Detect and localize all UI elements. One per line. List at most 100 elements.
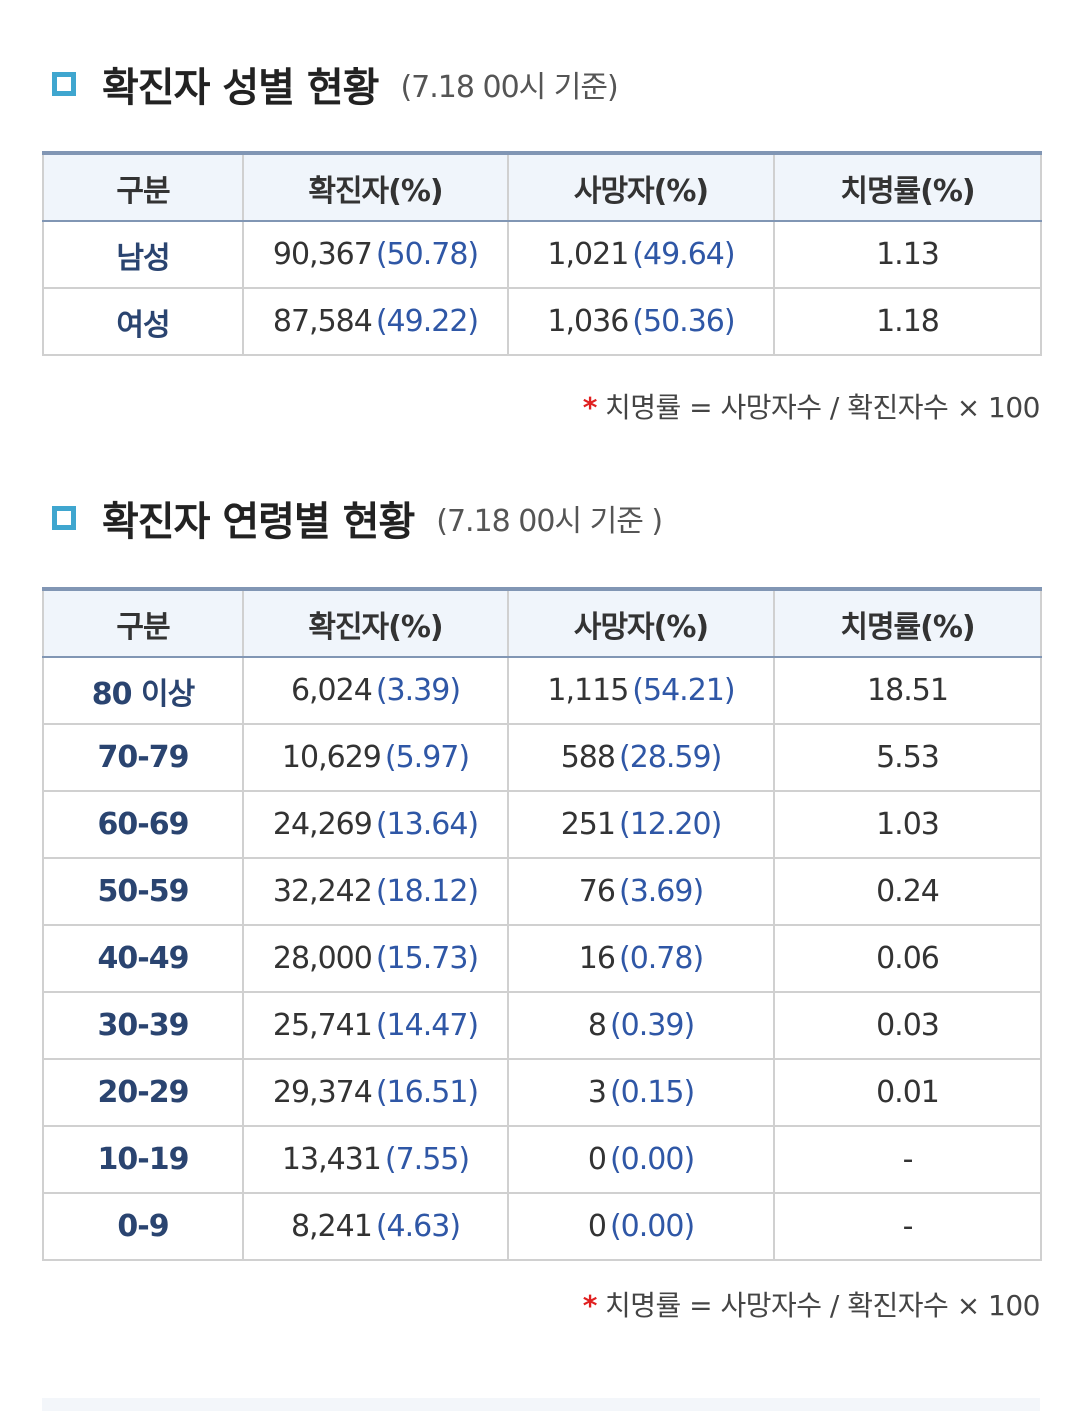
deaths-cell: 76 (3.69) [507, 857, 775, 926]
table-header-row: 구분 확진자(%) 사망자(%) 치명률(%) [42, 152, 1042, 222]
cases-cell: 87,584 (49.22) [242, 287, 509, 356]
table-row: 40-49 28,000 (15.73) 16 (0.78) 0.06 [42, 924, 1042, 993]
cases-cell: 25,741 (14.47) [242, 991, 509, 1060]
deaths-count: 1,021 [547, 237, 629, 272]
table-row: 10-19 13,431 (7.55) 0 (0.00) - [42, 1125, 1042, 1194]
square-bullet-icon [52, 506, 76, 530]
deaths-count: 0 [587, 1142, 607, 1177]
fatality-rate: 1.18 [773, 287, 1042, 356]
row-category: 남성 [42, 220, 244, 289]
row-category: 30-39 [42, 991, 244, 1060]
row-category: 20-29 [42, 1058, 244, 1127]
deaths-cell: 251 (12.20) [507, 790, 775, 859]
cases-cell: 6,024 (3.39) [242, 656, 509, 725]
cases-count: 90,367 [272, 237, 373, 272]
deaths-cell: 1,036 (50.36) [507, 287, 775, 356]
header-cases: 확진자(%) [242, 152, 509, 222]
deaths-cell: 1,115 (54.21) [507, 656, 775, 725]
deaths-count: 8 [587, 1008, 607, 1043]
header-cases: 확진자(%) [242, 588, 509, 658]
row-category: 80 이상 [42, 656, 244, 725]
fatality-rate: 0.24 [773, 857, 1042, 926]
row-category: 40-49 [42, 924, 244, 993]
cases-cell: 8,241 (4.63) [242, 1192, 509, 1261]
footnote-text: 치명률 = 사망자수 / 확진자수 × 100 [604, 1289, 1041, 1322]
deaths-count: 588 [560, 740, 616, 775]
header-fatality-rate: 치명률(%) [773, 152, 1042, 222]
age-table: 구분 확진자(%) 사망자(%) 치명률(%) 80 이상 6,024 (3.39)… [42, 587, 1042, 1261]
gender-title: 확진자 성별 현황 [102, 65, 379, 111]
cases-count: 13,431 [281, 1142, 382, 1177]
cases-percent: (16.51) [375, 1075, 479, 1110]
deaths-percent: (3.69) [618, 874, 704, 909]
cases-count: 87,584 [272, 304, 373, 339]
cases-count: 32,242 [272, 874, 373, 909]
cases-cell: 10,629 (5.97) [242, 723, 509, 792]
cases-percent: (13.64) [375, 807, 479, 842]
deaths-percent: (49.64) [632, 237, 735, 272]
next-section-edge [42, 1398, 1040, 1411]
cases-cell: 28,000 (15.73) [242, 924, 509, 993]
row-category: 여성 [42, 287, 244, 356]
cases-percent: (50.78) [375, 237, 479, 272]
table-row: 80 이상 6,024 (3.39) 1,115 (54.21) 18.51 [42, 656, 1042, 725]
age-section-title: 확진자 연령별 현황 (7.18 00시 기준 ) [52, 488, 663, 548]
cases-count: 29,374 [272, 1075, 373, 1110]
cases-cell: 13,431 (7.55) [242, 1125, 509, 1194]
cases-cell: 32,242 (18.12) [242, 857, 509, 926]
header-category: 구분 [42, 588, 244, 658]
deaths-count: 1,115 [547, 673, 629, 708]
deaths-count: 76 [578, 874, 616, 909]
deaths-cell: 588 (28.59) [507, 723, 775, 792]
cases-cell: 24,269 (13.64) [242, 790, 509, 859]
fatality-rate: - [773, 1125, 1042, 1194]
table-row: 20-29 29,374 (16.51) 3 (0.15) 0.01 [42, 1058, 1042, 1127]
fatality-rate: 0.06 [773, 924, 1042, 993]
deaths-count: 0 [587, 1209, 607, 1244]
cases-count: 8,241 [290, 1209, 373, 1244]
header-deaths: 사망자(%) [507, 588, 775, 658]
age-date: (7.18 00시 기준 ) [436, 504, 663, 539]
row-category: 60-69 [42, 790, 244, 859]
deaths-percent: (12.20) [618, 807, 722, 842]
gender-section-title: 확진자 성별 현황 (7.18 00시 기준) [52, 54, 619, 114]
header-deaths: 사망자(%) [507, 152, 775, 222]
row-category: 70-79 [42, 723, 244, 792]
table-row: 0-9 8,241 (4.63) 0 (0.00) - [42, 1192, 1042, 1261]
fatality-rate: 0.03 [773, 991, 1042, 1060]
gender-date: (7.18 00시 기준) [400, 70, 618, 105]
table-row: 50-59 32,242 (18.12) 76 (3.69) 0.24 [42, 857, 1042, 926]
header-category: 구분 [42, 152, 244, 222]
table-row: 30-39 25,741 (14.47) 8 (0.39) 0.03 [42, 991, 1042, 1060]
deaths-percent: (0.39) [609, 1008, 695, 1043]
fatality-rate: 1.03 [773, 790, 1042, 859]
cases-count: 10,629 [281, 740, 382, 775]
row-category: 0-9 [42, 1192, 244, 1261]
deaths-cell: 0 (0.00) [507, 1125, 775, 1194]
cases-percent: (49.22) [375, 304, 479, 339]
deaths-percent: (0.15) [609, 1075, 695, 1110]
fatality-rate: 1.13 [773, 220, 1042, 289]
deaths-count: 1,036 [547, 304, 629, 339]
table-row: 70-79 10,629 (5.97) 588 (28.59) 5.53 [42, 723, 1042, 792]
deaths-cell: 1,021 (49.64) [507, 220, 775, 289]
footnote-text: 치명률 = 사망자수 / 확진자수 × 100 [604, 391, 1041, 424]
deaths-percent: (54.21) [632, 673, 735, 708]
cases-count: 6,024 [290, 673, 373, 708]
gender-table: 구분 확진자(%) 사망자(%) 치명률(%) 남성 90,367 (50.78)… [42, 151, 1042, 356]
cases-percent: (4.63) [375, 1209, 461, 1244]
gender-footnote: * 치명률 = 사망자수 / 확진자수 × 100 [583, 386, 1041, 426]
table-row: 60-69 24,269 (13.64) 251 (12.20) 1.03 [42, 790, 1042, 859]
footnote-star: * [582, 1289, 598, 1322]
cases-percent: (18.12) [375, 874, 479, 909]
deaths-cell: 16 (0.78) [507, 924, 775, 993]
table-row: 남성 90,367 (50.78) 1,021 (49.64) 1.13 [42, 220, 1042, 289]
cases-cell: 29,374 (16.51) [242, 1058, 509, 1127]
cases-percent: (3.39) [375, 673, 461, 708]
deaths-cell: 3 (0.15) [507, 1058, 775, 1127]
table-header-row: 구분 확진자(%) 사망자(%) 치명률(%) [42, 588, 1042, 658]
deaths-percent: (50.36) [632, 304, 735, 339]
deaths-cell: 0 (0.00) [507, 1192, 775, 1261]
deaths-percent: (0.00) [609, 1142, 695, 1177]
fatality-rate: 0.01 [773, 1058, 1042, 1127]
